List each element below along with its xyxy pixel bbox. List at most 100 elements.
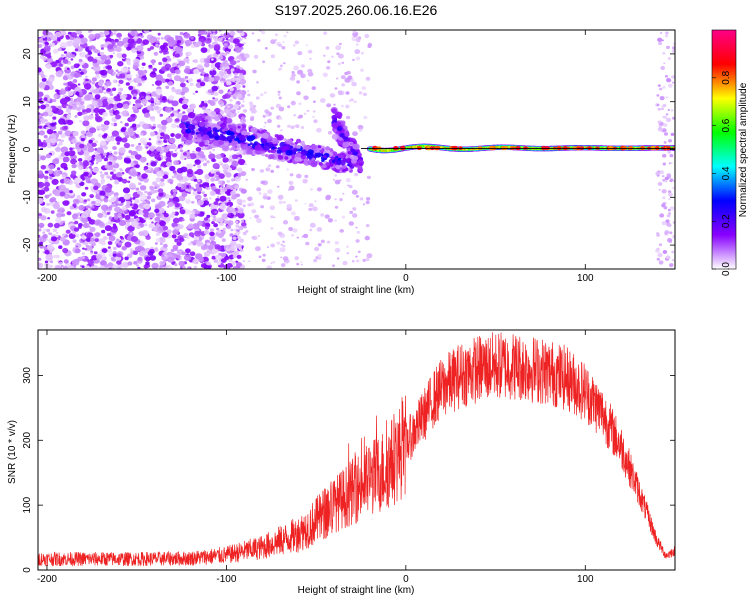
noise-blob [83, 171, 89, 177]
noise-blob [47, 169, 54, 175]
noise-blob [308, 203, 314, 208]
noise-blob [333, 103, 336, 106]
noise-blob [100, 124, 105, 128]
noise-blob [179, 155, 185, 160]
noise-blob [334, 198, 337, 201]
noise-blob [199, 81, 206, 87]
noise-blob [154, 247, 159, 252]
noise-blob [260, 205, 264, 209]
noise-blob [657, 181, 663, 186]
noise-blob [225, 64, 228, 67]
noise-blob [106, 88, 111, 92]
noise-blob [222, 36, 226, 39]
noise-blob [352, 30, 357, 34]
noise-blob [203, 251, 211, 257]
noise-blob [656, 257, 660, 261]
noise-blob [219, 195, 227, 202]
noise-blob [159, 100, 163, 103]
noise-blob [235, 102, 238, 105]
noise-blob [66, 119, 74, 126]
noise-blob [143, 30, 150, 34]
noise-blob [100, 195, 105, 200]
noise-blob [278, 67, 283, 71]
noise-blob [365, 257, 370, 262]
noise-blob [236, 198, 243, 204]
noise-blob [132, 135, 136, 139]
noise-blob [89, 226, 96, 232]
noise-blob [264, 121, 267, 124]
noise-blob [98, 61, 102, 65]
noise-blob [87, 259, 94, 265]
noise-blob [291, 73, 296, 78]
noise-blob [50, 197, 57, 202]
noise-blob [47, 57, 53, 63]
noise-blob [671, 75, 675, 79]
noise-blob [323, 54, 326, 57]
noise-blob [80, 137, 85, 142]
noise-blob [91, 81, 96, 85]
noise-blob [119, 112, 123, 114]
noise-blob [669, 178, 674, 182]
noise-blob [47, 222, 54, 228]
noise-blob [72, 213, 79, 219]
noise-blob [658, 41, 663, 46]
noise-blob [118, 219, 127, 226]
noise-blob [146, 150, 152, 155]
noise-blob [162, 225, 169, 231]
noise-blob [158, 82, 162, 85]
noise-blob [83, 265, 91, 269]
noise-blob [166, 266, 174, 269]
noise-blob [83, 83, 92, 90]
noise-blob [305, 241, 310, 246]
noise-blob [186, 168, 193, 175]
noise-blob [147, 250, 154, 256]
noise-blob [38, 170, 43, 175]
noise-blob [221, 66, 227, 71]
noise-blob [176, 174, 184, 181]
noise-blob [155, 40, 160, 44]
noise-blob [270, 39, 276, 45]
noise-blob [194, 159, 201, 165]
noise-blob [141, 66, 145, 69]
noise-blob [238, 247, 242, 251]
noise-blob [93, 62, 99, 68]
noise-blob [349, 210, 354, 214]
noise-blob [334, 87, 338, 90]
noise-blob [161, 254, 165, 258]
noise-blob [170, 113, 175, 117]
noise-blob [38, 228, 42, 232]
noise-blob [42, 111, 49, 117]
noise-blob [658, 243, 663, 247]
noise-blob [104, 171, 109, 176]
noise-blob [78, 34, 84, 39]
noise-blob [171, 123, 177, 129]
noise-blob [160, 136, 163, 139]
noise-blob [278, 106, 285, 112]
noise-blob [94, 238, 99, 243]
noise-blob [155, 94, 160, 99]
noise-blob [300, 263, 303, 266]
noise-blob [125, 82, 130, 86]
noise-blob [71, 230, 77, 235]
noise-blob [192, 92, 196, 96]
noise-blob [40, 55, 45, 59]
noise-blob [110, 171, 114, 175]
noise-blob [82, 222, 90, 229]
noise-blob [225, 167, 229, 170]
noise-blob [176, 47, 183, 53]
noise-blob [95, 74, 100, 79]
noise-blob [159, 44, 166, 50]
noise-blob [270, 227, 274, 230]
noise-blob [334, 219, 337, 222]
streak-blob [358, 167, 364, 173]
noise-blob [196, 79, 201, 83]
noise-blob [662, 52, 666, 55]
noise-blob [672, 180, 675, 182]
noise-blob [100, 54, 108, 61]
noise-blob [72, 131, 79, 137]
noise-blob [201, 100, 205, 104]
streak-blob [325, 162, 331, 167]
noise-blob [303, 233, 309, 239]
noise-blob [209, 231, 215, 237]
